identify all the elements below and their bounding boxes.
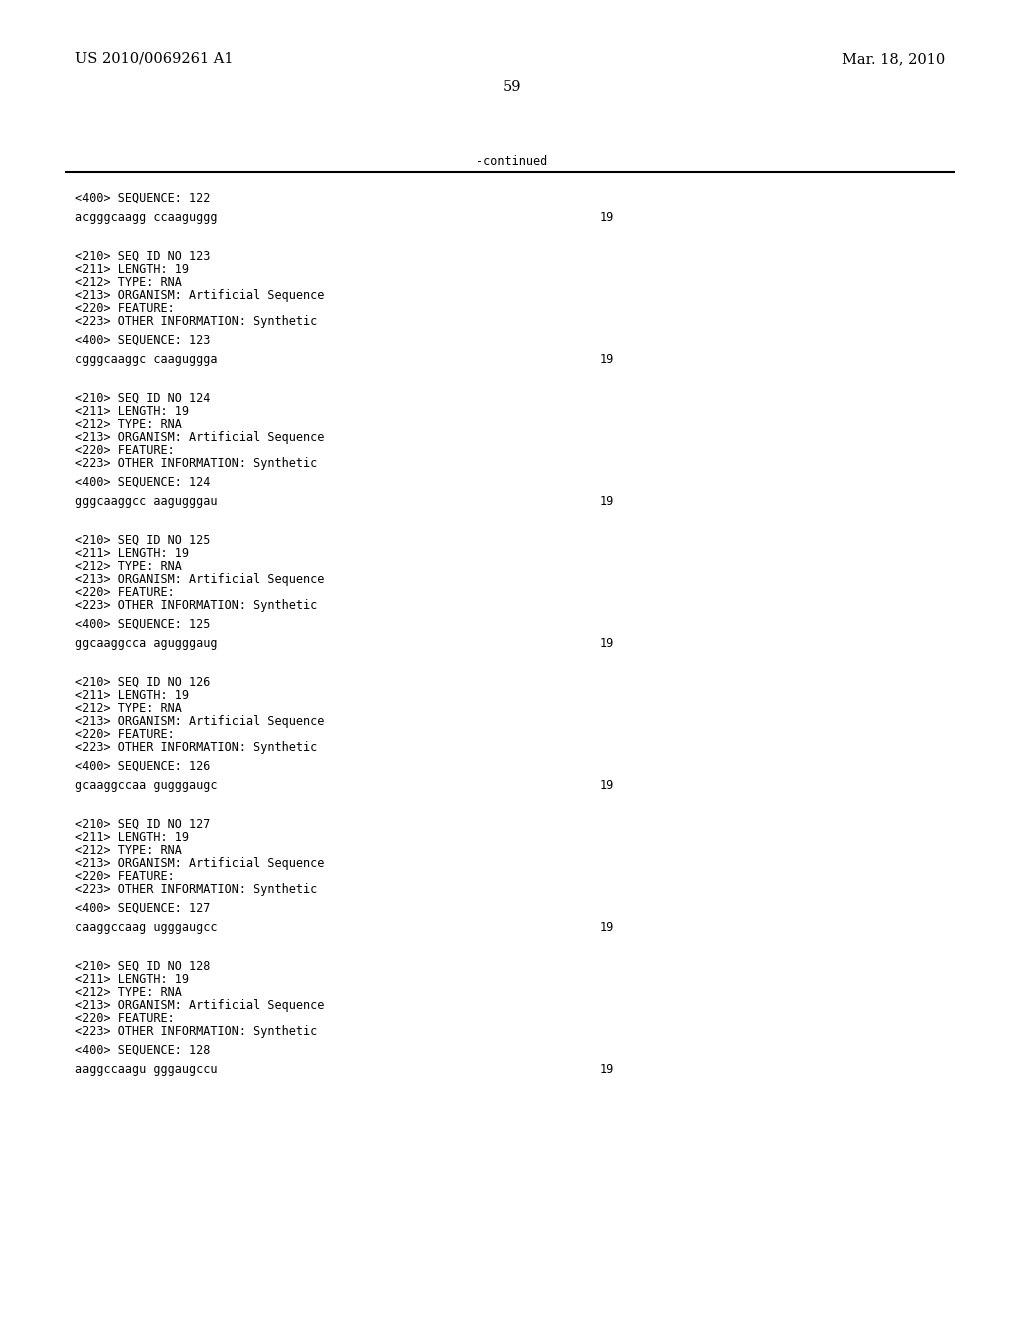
Text: <220> FEATURE:: <220> FEATURE: [75,729,175,741]
Text: <211> LENGTH: 19: <211> LENGTH: 19 [75,689,189,702]
Text: <220> FEATURE:: <220> FEATURE: [75,1012,175,1026]
Text: Mar. 18, 2010: Mar. 18, 2010 [842,51,945,66]
Text: <400> SEQUENCE: 124: <400> SEQUENCE: 124 [75,477,210,488]
Text: <213> ORGANISM: Artificial Sequence: <213> ORGANISM: Artificial Sequence [75,999,325,1012]
Text: <213> ORGANISM: Artificial Sequence: <213> ORGANISM: Artificial Sequence [75,857,325,870]
Text: 19: 19 [600,1063,614,1076]
Text: <400> SEQUENCE: 123: <400> SEQUENCE: 123 [75,334,210,347]
Text: <212> TYPE: RNA: <212> TYPE: RNA [75,418,182,432]
Text: cgggcaaggc caaguggga: cgggcaaggc caaguggga [75,352,217,366]
Text: <210> SEQ ID NO 127: <210> SEQ ID NO 127 [75,818,210,832]
Text: <400> SEQUENCE: 127: <400> SEQUENCE: 127 [75,902,210,915]
Text: <213> ORGANISM: Artificial Sequence: <213> ORGANISM: Artificial Sequence [75,573,325,586]
Text: <212> TYPE: RNA: <212> TYPE: RNA [75,702,182,715]
Text: <211> LENGTH: 19: <211> LENGTH: 19 [75,405,189,418]
Text: <400> SEQUENCE: 128: <400> SEQUENCE: 128 [75,1044,210,1057]
Text: <210> SEQ ID NO 125: <210> SEQ ID NO 125 [75,535,210,546]
Text: <220> FEATURE:: <220> FEATURE: [75,870,175,883]
Text: <223> OTHER INFORMATION: Synthetic: <223> OTHER INFORMATION: Synthetic [75,457,317,470]
Text: <400> SEQUENCE: 126: <400> SEQUENCE: 126 [75,760,210,774]
Text: <400> SEQUENCE: 122: <400> SEQUENCE: 122 [75,191,210,205]
Text: 19: 19 [600,779,614,792]
Text: <211> LENGTH: 19: <211> LENGTH: 19 [75,263,189,276]
Text: <210> SEQ ID NO 126: <210> SEQ ID NO 126 [75,676,210,689]
Text: <213> ORGANISM: Artificial Sequence: <213> ORGANISM: Artificial Sequence [75,715,325,729]
Text: <223> OTHER INFORMATION: Synthetic: <223> OTHER INFORMATION: Synthetic [75,741,317,754]
Text: <220> FEATURE:: <220> FEATURE: [75,444,175,457]
Text: caaggccaag ugggaugcc: caaggccaag ugggaugcc [75,921,217,935]
Text: <211> LENGTH: 19: <211> LENGTH: 19 [75,973,189,986]
Text: <220> FEATURE:: <220> FEATURE: [75,302,175,315]
Text: 19: 19 [600,638,614,649]
Text: <212> TYPE: RNA: <212> TYPE: RNA [75,986,182,999]
Text: <211> LENGTH: 19: <211> LENGTH: 19 [75,832,189,843]
Text: 19: 19 [600,495,614,508]
Text: <220> FEATURE:: <220> FEATURE: [75,586,175,599]
Text: <210> SEQ ID NO 128: <210> SEQ ID NO 128 [75,960,210,973]
Text: gcaaggccaa gugggaugc: gcaaggccaa gugggaugc [75,779,217,792]
Text: 19: 19 [600,211,614,224]
Text: ggcaaggcca agugggaug: ggcaaggcca agugggaug [75,638,217,649]
Text: <212> TYPE: RNA: <212> TYPE: RNA [75,560,182,573]
Text: 19: 19 [600,352,614,366]
Text: <223> OTHER INFORMATION: Synthetic: <223> OTHER INFORMATION: Synthetic [75,315,317,327]
Text: <223> OTHER INFORMATION: Synthetic: <223> OTHER INFORMATION: Synthetic [75,599,317,612]
Text: <212> TYPE: RNA: <212> TYPE: RNA [75,843,182,857]
Text: <213> ORGANISM: Artificial Sequence: <213> ORGANISM: Artificial Sequence [75,432,325,444]
Text: <400> SEQUENCE: 125: <400> SEQUENCE: 125 [75,618,210,631]
Text: US 2010/0069261 A1: US 2010/0069261 A1 [75,51,233,66]
Text: 59: 59 [503,81,521,94]
Text: <212> TYPE: RNA: <212> TYPE: RNA [75,276,182,289]
Text: -continued: -continued [476,154,548,168]
Text: <223> OTHER INFORMATION: Synthetic: <223> OTHER INFORMATION: Synthetic [75,1026,317,1038]
Text: gggcaaggcc aagugggau: gggcaaggcc aagugggau [75,495,217,508]
Text: <223> OTHER INFORMATION: Synthetic: <223> OTHER INFORMATION: Synthetic [75,883,317,896]
Text: acgggcaagg ccaaguggg: acgggcaagg ccaaguggg [75,211,217,224]
Text: <210> SEQ ID NO 124: <210> SEQ ID NO 124 [75,392,210,405]
Text: 19: 19 [600,921,614,935]
Text: <210> SEQ ID NO 123: <210> SEQ ID NO 123 [75,249,210,263]
Text: aaggccaagu gggaugccu: aaggccaagu gggaugccu [75,1063,217,1076]
Text: <211> LENGTH: 19: <211> LENGTH: 19 [75,546,189,560]
Text: <213> ORGANISM: Artificial Sequence: <213> ORGANISM: Artificial Sequence [75,289,325,302]
